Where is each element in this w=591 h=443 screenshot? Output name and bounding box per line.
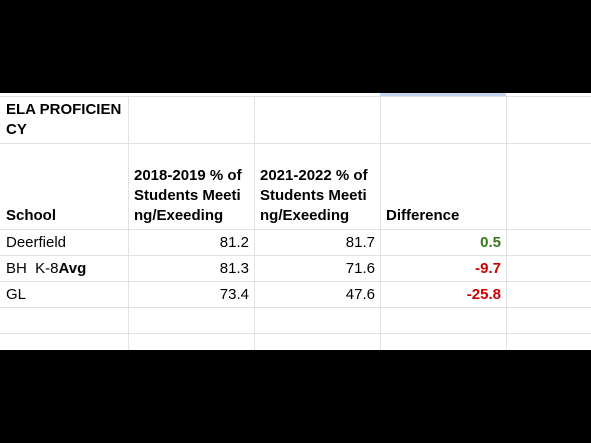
grid-line <box>506 96 507 350</box>
grid-line <box>0 281 591 282</box>
value-2022: 71.6 <box>345 259 375 277</box>
difference: 0.5 <box>480 233 501 251</box>
school: GL <box>6 285 27 303</box>
grid-line <box>0 307 591 308</box>
grid-line <box>0 229 591 230</box>
school: BH K-8 <box>6 259 59 277</box>
column-header: 2021-2022 % of Students Meeting/Exeeding <box>260 167 368 224</box>
school-name: GL <box>1 282 128 307</box>
grid-line <box>128 96 129 350</box>
school-suffix: Avg <box>58 259 87 277</box>
value-2022: 47.6 <box>345 285 375 303</box>
grid-line <box>380 96 381 350</box>
column-highlight <box>380 93 506 96</box>
value-2019: 73.4 <box>219 285 249 303</box>
table-title: ELA PROFICIENCY <box>6 101 122 138</box>
grid-line <box>0 333 591 334</box>
column-header: School <box>6 207 57 224</box>
grid-line <box>0 255 591 256</box>
value-2022: 81.7 <box>345 233 375 251</box>
difference: -25.8 <box>466 285 501 303</box>
grid-line <box>0 143 591 144</box>
school-name: BH K-8 Avg <box>1 256 128 281</box>
school: Deerfield <box>6 233 67 251</box>
spreadsheet: ELA PROFICIENCY School 2018-2019 % of Stud… <box>0 93 591 350</box>
value-2019: 81.3 <box>219 259 249 277</box>
value-2019: 81.2 <box>219 233 249 251</box>
column-header: Difference <box>386 207 460 224</box>
difference: -9.7 <box>475 259 501 277</box>
school-name: Deerfield <box>1 230 128 255</box>
column-header: 2018-2019 % of Students Meeting/Exeeding <box>134 167 242 224</box>
grid-line <box>0 96 591 97</box>
grid-line <box>254 96 255 350</box>
